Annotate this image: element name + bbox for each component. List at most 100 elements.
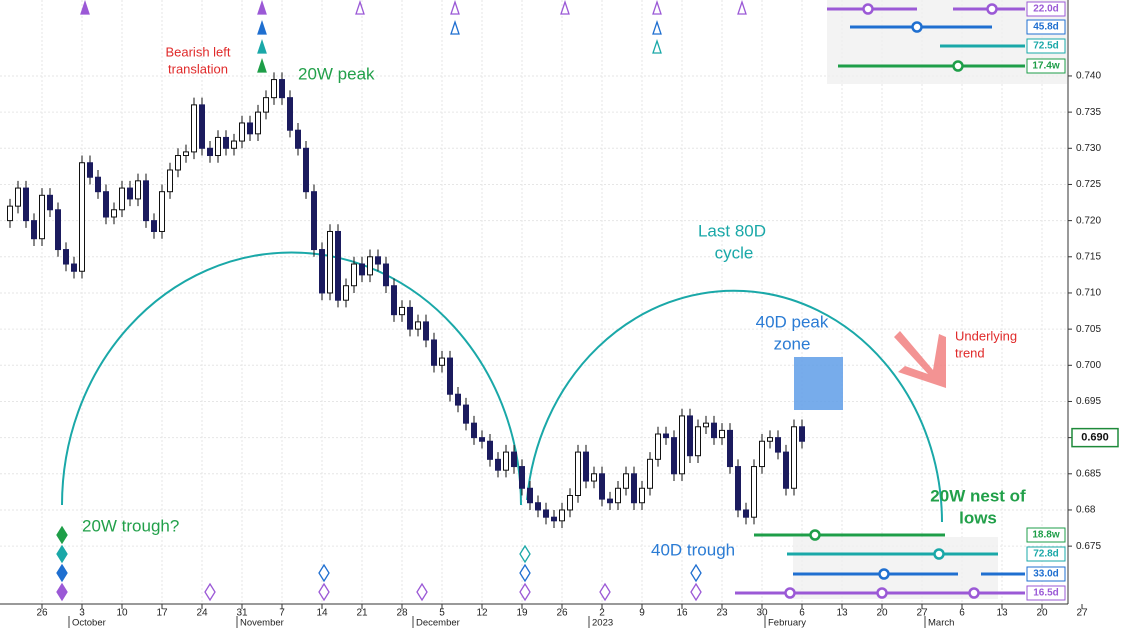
- month-label: 2023: [592, 618, 613, 628]
- candle-body: [183, 151, 189, 157]
- y-tick-label: 0.730: [1076, 143, 1101, 154]
- candle-body: [7, 205, 13, 222]
- candle-body: [247, 122, 253, 135]
- y-tick-label: 0.740: [1076, 71, 1101, 82]
- cycle-marker: [56, 582, 68, 602]
- candle-body: [719, 429, 725, 439]
- annotation: Bearish left: [165, 44, 230, 59]
- candle-body: [511, 451, 517, 468]
- candle-body: [751, 466, 757, 518]
- candle-body: [607, 498, 613, 504]
- cycle-dot: [911, 21, 923, 33]
- cycle-marker: [599, 582, 611, 602]
- candle-body: [695, 426, 701, 457]
- candle-body: [599, 473, 605, 500]
- cycle-label-box: [1026, 1, 1066, 17]
- x-tick-label: 6: [959, 608, 965, 619]
- candle-body: [455, 393, 461, 406]
- candle-body: [151, 220, 157, 232]
- cycle-dot: [933, 548, 945, 560]
- candle-body: [783, 451, 789, 489]
- candle-body: [63, 249, 69, 265]
- candle-body: [615, 487, 621, 504]
- candle-body: [407, 306, 413, 330]
- cycle-label-box: [1026, 58, 1066, 74]
- month-label: December: [416, 618, 460, 628]
- cycle-marker: [318, 582, 330, 602]
- candle-body: [159, 191, 165, 232]
- x-tick-label: 31: [236, 608, 248, 619]
- y-tick-label: 0.725: [1076, 179, 1101, 190]
- x-tick-label: 28: [396, 608, 408, 619]
- cycle-marker: [257, 0, 267, 15]
- candle-body: [111, 209, 117, 218]
- cycle-marker: [416, 582, 428, 602]
- cycle-marker: [257, 38, 267, 54]
- annotation: 20W nest of: [930, 486, 1026, 505]
- candle-body: [279, 79, 285, 99]
- cycle-marker: [450, 0, 460, 15]
- candle-body: [647, 458, 653, 489]
- candle-body: [567, 494, 573, 511]
- last-price-label: 0.690: [1081, 432, 1109, 444]
- candle-body: [583, 451, 589, 482]
- candle-body: [671, 437, 677, 475]
- candle-body: [23, 187, 29, 222]
- cycle-label-box: [1026, 566, 1066, 582]
- cycle-dot: [876, 587, 888, 599]
- cycle-marker: [56, 563, 68, 583]
- x-tick-label: 19: [516, 608, 528, 619]
- x-tick-label: 12: [476, 608, 488, 619]
- candle-body: [199, 104, 205, 149]
- x-tick-label: 23: [716, 608, 728, 619]
- candle-body: [631, 473, 637, 504]
- candle-body: [431, 339, 437, 366]
- cycle-dot: [968, 587, 980, 599]
- x-tick-label: 2: [599, 608, 605, 619]
- cycle-marker: [652, 38, 662, 54]
- candle-body: [447, 357, 453, 395]
- cycle-marker: [519, 544, 531, 564]
- cycle-marker: [257, 57, 267, 73]
- cycle-marker: [560, 0, 570, 15]
- x-tick-label: 26: [36, 608, 48, 619]
- candle-body: [799, 426, 805, 442]
- cycle-marker: [519, 563, 531, 583]
- candle-body: [663, 433, 669, 439]
- cycle-label-box: [1026, 585, 1066, 601]
- x-tick-label: 20: [876, 608, 888, 619]
- cycle-label: 33.0d: [1033, 569, 1059, 580]
- candle-body: [415, 321, 421, 330]
- cycle-dot: [986, 3, 998, 15]
- cycle-arc: [526, 289, 943, 523]
- y-tick-label: 0.715: [1076, 251, 1101, 262]
- x-tick-label: 5: [439, 608, 445, 619]
- y-tick-label: 0.710: [1076, 288, 1101, 299]
- y-tick-label: 0.675: [1076, 541, 1101, 552]
- cycle-dot: [862, 3, 874, 15]
- candle-body: [287, 97, 293, 131]
- cycle-label: 72.8d: [1033, 549, 1059, 560]
- candle-body: [119, 187, 125, 211]
- candle-body: [487, 440, 493, 460]
- cycle-label: 16.5d: [1033, 588, 1059, 599]
- candle-body: [743, 509, 749, 518]
- candle-body: [775, 437, 781, 453]
- x-tick-label: 3: [79, 608, 85, 619]
- cycle-marker: [56, 525, 68, 545]
- x-tick-label: 10: [116, 608, 128, 619]
- candle-body: [527, 487, 533, 504]
- candle-body: [543, 509, 549, 518]
- candle-body: [103, 191, 109, 218]
- annotation: trend: [955, 345, 985, 360]
- candle-body: [271, 79, 277, 99]
- y-tick-label: 0.735: [1076, 107, 1101, 118]
- candle-body: [87, 162, 93, 178]
- candle-body: [711, 422, 717, 439]
- cycle-dot: [784, 587, 796, 599]
- candle-body: [559, 509, 565, 522]
- y-tick-label: 0.695: [1076, 396, 1101, 407]
- x-tick-label: 16: [676, 608, 688, 619]
- candle-body: [551, 516, 557, 522]
